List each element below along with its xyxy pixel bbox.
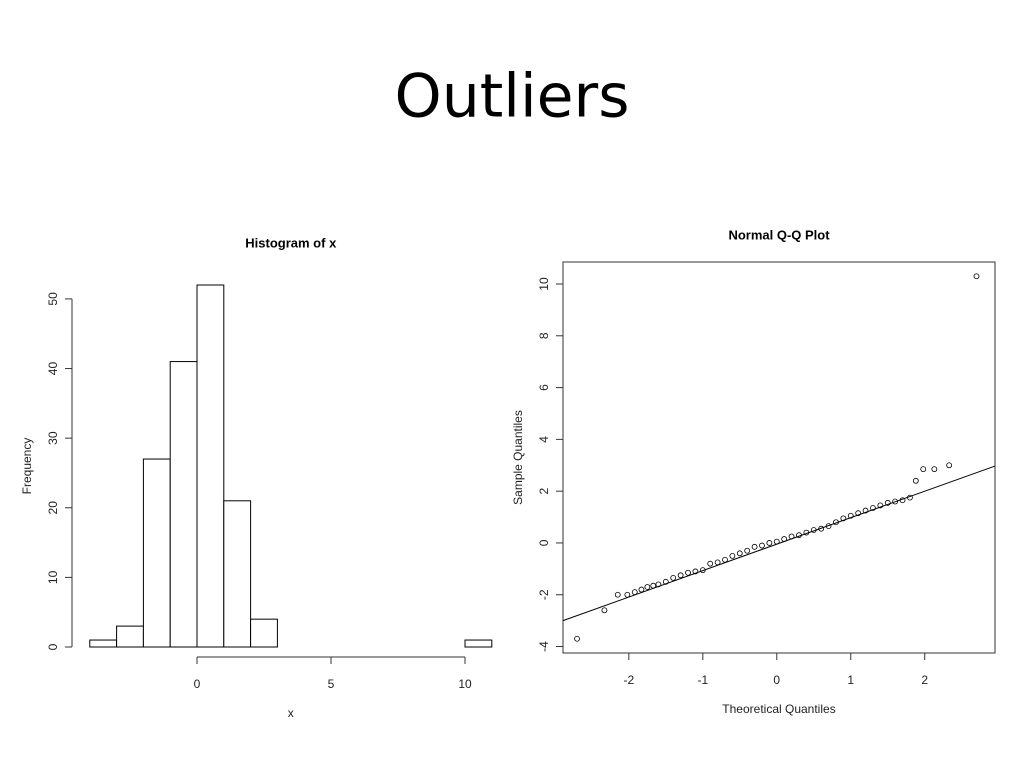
qq-point: [685, 569, 691, 576]
slide-title: Outliers: [395, 62, 630, 132]
y-tick-label: 30: [46, 431, 60, 445]
qq-point: [931, 466, 938, 473]
x-tick-label: 2: [921, 673, 928, 687]
qq-point: [714, 559, 721, 566]
x-tick-label: 10: [458, 677, 472, 691]
qq-point: [796, 532, 802, 539]
y-tick-label: 4: [537, 436, 551, 443]
y-tick-label: 50: [46, 292, 60, 306]
qq-point: [818, 525, 825, 532]
y-axis-label: Sample Quantiles: [511, 410, 525, 505]
qq-point: [644, 584, 651, 590]
qq-point: [601, 607, 608, 614]
histogram-bar: [250, 618, 278, 648]
qq-point: [759, 542, 765, 549]
y-tick-label: 40: [46, 362, 60, 376]
x-tick-label: -1: [697, 673, 708, 687]
histogram-bar: [169, 361, 198, 648]
qq-point: [707, 560, 714, 567]
qq-point: [840, 515, 847, 522]
qq-point: [624, 591, 631, 598]
y-tick-label: 0: [46, 643, 60, 650]
qq-point: [729, 552, 736, 559]
y-tick-label: 0: [537, 539, 551, 546]
qq-point: [736, 550, 743, 557]
histogram-bar: [116, 625, 144, 648]
x-tick-label: 0: [773, 673, 780, 687]
qq-point: [884, 499, 891, 506]
chart-title: Histogram of x: [245, 235, 337, 250]
y-tick-label: 2: [537, 488, 551, 495]
qq-point: [614, 591, 621, 598]
qq-point: [862, 507, 869, 514]
qq-point: [699, 567, 706, 574]
qq-point: [655, 581, 662, 588]
plot-frame: [562, 261, 996, 654]
qq-point: [833, 519, 839, 526]
qq-point: [973, 273, 980, 280]
y-tick-label: 10: [46, 570, 60, 584]
qq-point: [650, 582, 657, 589]
histogram-bar: [142, 458, 171, 648]
qq-point: [788, 533, 795, 540]
histogram-bar: [223, 500, 252, 648]
qq-point: [744, 547, 751, 554]
qq-point: [638, 586, 645, 593]
qq-point: [773, 538, 780, 545]
qq-point: [751, 543, 758, 550]
x-tick-label: -2: [623, 673, 634, 687]
qq-point: [810, 527, 817, 533]
x-tick-label: 1: [847, 673, 854, 687]
qq-point: [766, 540, 773, 546]
x-tick-label: 5: [328, 677, 335, 691]
qq-point: [662, 578, 669, 585]
qq-point: [677, 572, 684, 579]
qq-point: [912, 477, 919, 484]
qq-point: [892, 498, 899, 505]
histogram-bar: [89, 639, 118, 648]
qq-point: [899, 497, 906, 504]
y-tick-label: 10: [537, 277, 551, 291]
x-axis-label: Theoretical Quantiles: [722, 702, 835, 716]
histogram-bar: [464, 639, 493, 648]
qq-point: [920, 466, 927, 473]
qq-point: [670, 575, 677, 581]
qq-point: [855, 510, 862, 517]
y-tick-label: 6: [537, 384, 551, 391]
y-tick-label: 8: [537, 332, 551, 339]
qq-point: [574, 635, 580, 642]
x-tick-label: 0: [194, 677, 201, 691]
qq-point: [722, 556, 728, 563]
qq-point: [781, 536, 788, 542]
chart-title: Normal Q-Q Plot: [728, 227, 830, 242]
qq-point: [870, 505, 876, 511]
y-axis-label: Frequency: [20, 438, 34, 495]
histogram-bar: [196, 284, 225, 648]
y-tick-label: 20: [46, 501, 60, 515]
qq-point: [877, 502, 884, 509]
y-tick-label: -4: [537, 641, 551, 652]
x-axis-label: x: [288, 706, 294, 720]
qq-point: [946, 462, 953, 469]
qq-point: [692, 568, 699, 575]
y-tick-label: -2: [537, 589, 551, 600]
qq-point: [803, 529, 810, 536]
qq-point: [847, 512, 854, 519]
qq-point: [631, 589, 638, 596]
qq-point: [907, 494, 913, 501]
qq-point: [825, 523, 832, 530]
